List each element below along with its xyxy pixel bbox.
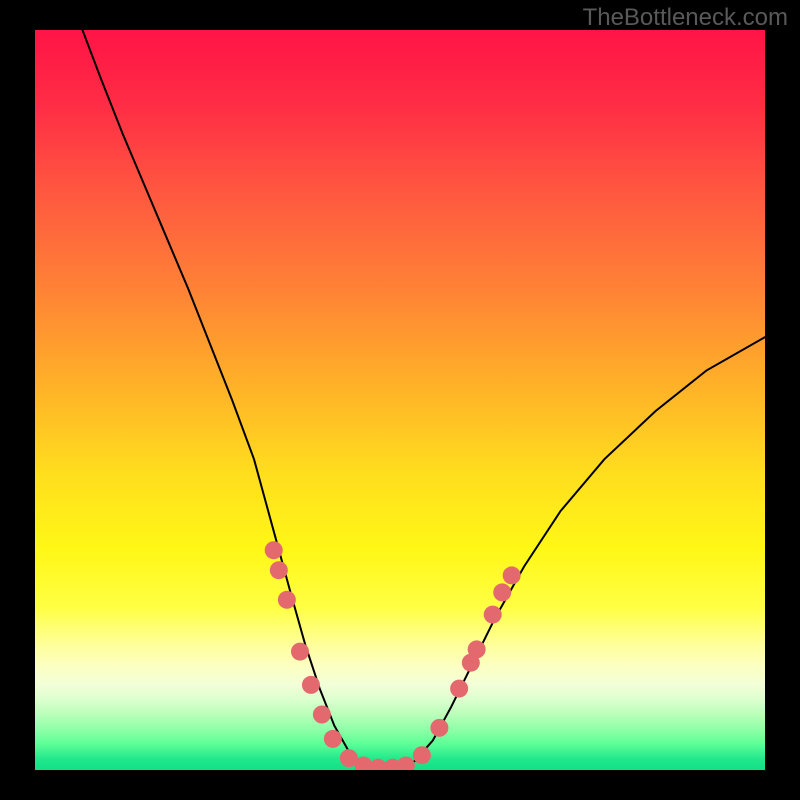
- plot-svg: [35, 30, 765, 770]
- data-marker: [265, 541, 283, 559]
- data-marker: [413, 746, 431, 764]
- data-marker: [468, 640, 486, 658]
- chart-frame: TheBottleneck.com: [0, 0, 800, 800]
- data-marker: [278, 591, 296, 609]
- data-marker: [430, 719, 448, 737]
- data-marker: [450, 680, 468, 698]
- data-marker: [291, 643, 309, 661]
- plot-area: [35, 30, 765, 770]
- data-marker: [324, 730, 342, 748]
- gradient-background: [35, 30, 765, 770]
- data-marker: [503, 566, 521, 584]
- data-marker: [302, 676, 320, 694]
- data-marker: [484, 606, 502, 624]
- data-marker: [313, 706, 331, 724]
- watermark-label: TheBottleneck.com: [583, 4, 788, 32]
- data-marker: [270, 561, 288, 579]
- data-marker: [493, 583, 511, 601]
